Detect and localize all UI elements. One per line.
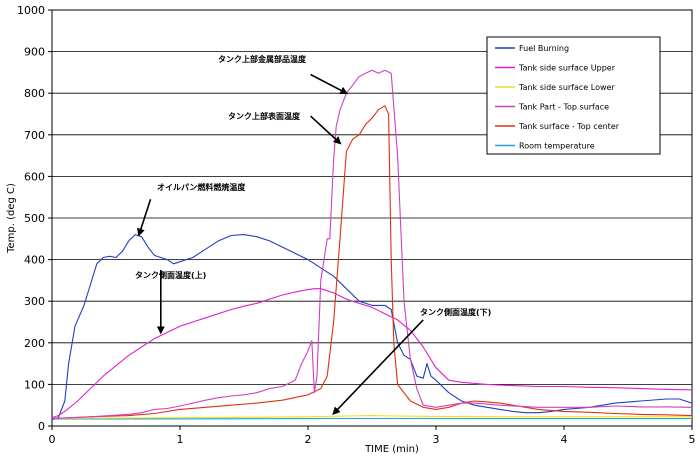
y-tick-label: 200 [24, 337, 45, 350]
annotation-label: タンク側面温度(上) [135, 270, 206, 280]
y-tick-label: 300 [24, 295, 45, 308]
y-tick-label: 600 [24, 170, 45, 183]
legend-label: Tank surface - Top center [518, 122, 620, 131]
annotation-arrow [311, 74, 347, 93]
y-tick-label: 500 [24, 212, 45, 225]
y-tick-label: 0 [38, 420, 45, 433]
y-tick-label: 800 [24, 87, 45, 100]
x-tick-label: 4 [561, 433, 568, 446]
series-line-0 [52, 235, 692, 420]
annotation-arrow [139, 199, 151, 234]
annotation-label: タンク側面温度(下) [420, 307, 491, 317]
series-line-1 [52, 289, 692, 418]
legend-label: Tank side surface Lower [518, 83, 615, 92]
legend-label: Room temperature [519, 142, 595, 151]
legend-label: Tank side surface Upper [518, 64, 616, 73]
x-axis-title: TIME (min) [364, 444, 419, 455]
y-tick-label: 700 [24, 129, 45, 142]
legend-box [487, 37, 660, 154]
legend: Fuel Burning Tank side surface Upper Tank … [487, 37, 660, 154]
annotation-label: タンク上部金属部品温度 [218, 54, 307, 64]
y-tick-label: 1000 [17, 4, 45, 17]
x-tick-label: 0 [49, 433, 56, 446]
y-tick-label: 400 [24, 254, 45, 267]
x-tick-label: 1 [177, 433, 184, 446]
y-axis-title: Temp. (deg C) [6, 183, 17, 254]
y-tick-label: 900 [24, 46, 45, 59]
x-tick-label: 5 [689, 433, 696, 446]
x-tick-label: 3 [433, 433, 440, 446]
x-tick-label: 2 [305, 433, 312, 446]
annotation-label: タンク上部表面温度 [228, 111, 301, 121]
annotation-label: オイルパン燃料燃焼温度 [157, 182, 246, 192]
legend-label: Fuel Burning [519, 44, 569, 53]
legend-label: Tank Part - Top surface [518, 103, 609, 112]
y-tick-label: 100 [24, 378, 45, 391]
